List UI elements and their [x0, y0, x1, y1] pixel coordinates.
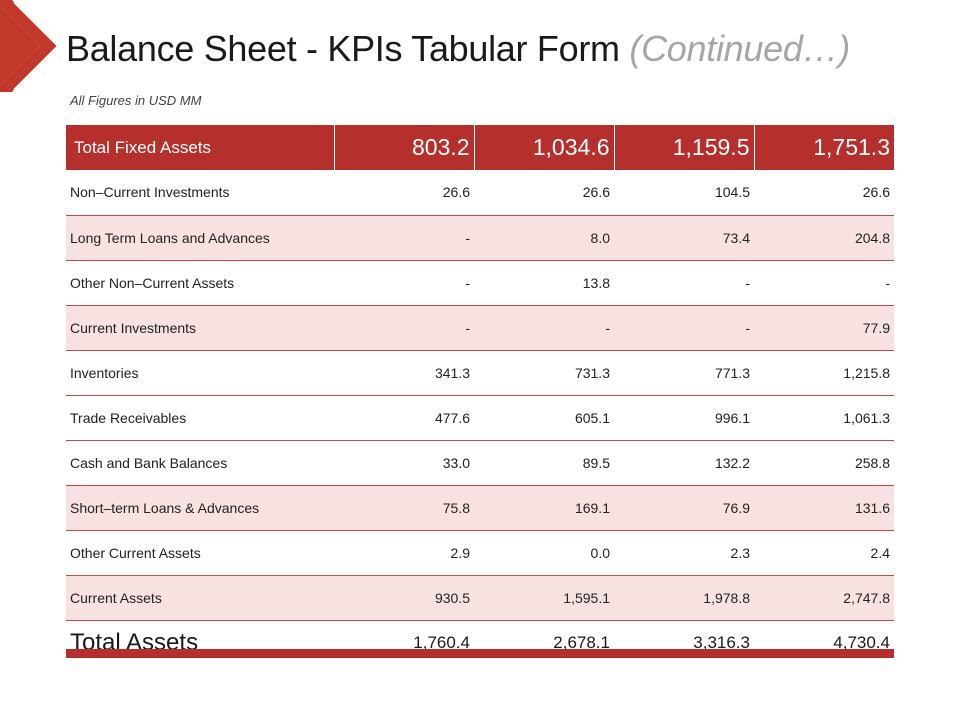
cell-value: 169.1 [474, 485, 614, 531]
cell-value: 131.6 [754, 485, 894, 531]
total-value: 2,678.1 [474, 620, 614, 666]
cell-value: 8.0 [474, 215, 614, 261]
cell-value: - [334, 305, 474, 351]
cell-value: 2.3 [614, 530, 754, 576]
cell-value: 803.2 [333, 125, 474, 170]
cell-value: - [614, 305, 754, 351]
cell-value: 1,215.8 [754, 350, 894, 396]
table-row: Cash and Bank Balances 33.0 89.5 132.2 2… [66, 440, 894, 486]
table-row: Other Non–Current Assets - 13.8 - - [66, 260, 894, 306]
figures-unit-note: All Figures in USD MM [70, 93, 202, 108]
title-main: Balance Sheet - KPIs Tabular Form [66, 28, 630, 69]
table-row: Non–Current Investments 26.6 26.6 104.5 … [66, 170, 894, 216]
total-label: Total Assets [66, 620, 334, 666]
table-row: Current Investments - - - 77.9 [66, 305, 894, 351]
table-total-row: Total Assets 1,760.4 2,678.1 3,316.3 4,7… [66, 620, 894, 666]
cell-value: 104.5 [614, 170, 754, 216]
cell-value: 2.4 [754, 530, 894, 576]
cell-value: 26.6 [474, 170, 614, 216]
row-label: Current Assets [66, 575, 334, 621]
cell-value: 2.9 [334, 530, 474, 576]
row-label: Non–Current Investments [66, 170, 334, 216]
table-row: Short–term Loans & Advances 75.8 169.1 7… [66, 485, 894, 531]
cell-value: 477.6 [334, 395, 474, 441]
cell-value: 33.0 [334, 440, 474, 486]
cell-value: 132.2 [614, 440, 754, 486]
cell-value: 89.5 [474, 440, 614, 486]
row-label: Cash and Bank Balances [66, 440, 334, 486]
cell-value: 77.9 [754, 305, 894, 351]
row-label: Other Non–Current Assets [66, 260, 334, 306]
cell-value: 1,061.3 [754, 395, 894, 441]
cell-value: - [614, 260, 754, 306]
table-header-row: Total Fixed Assets 803.2 1,034.6 1,159.5… [66, 125, 894, 170]
cell-value: 258.8 [754, 440, 894, 486]
cell-value: 75.8 [334, 485, 474, 531]
corner-arrow-decoration [0, 0, 60, 92]
row-label: Inventories [66, 350, 334, 396]
cell-value: 0.0 [474, 530, 614, 576]
cell-value: 13.8 [474, 260, 614, 306]
cell-value: 2,747.8 [754, 575, 894, 621]
balance-sheet-table: Total Fixed Assets 803.2 1,034.6 1,159.5… [66, 125, 894, 666]
cell-value: 771.3 [614, 350, 754, 396]
cell-value: 26.6 [754, 170, 894, 216]
cell-value: 73.4 [614, 215, 754, 261]
cell-value: 1,978.8 [614, 575, 754, 621]
cell-value: - [334, 260, 474, 306]
table-row: Trade Receivables 477.6 605.1 996.1 1,06… [66, 395, 894, 441]
cell-value: 204.8 [754, 215, 894, 261]
cell-value: 731.3 [474, 350, 614, 396]
row-label: Total Fixed Assets [66, 125, 334, 170]
table-row: Long Term Loans and Advances - 8.0 73.4 … [66, 215, 894, 261]
table-row: Inventories 341.3 731.3 771.3 1,215.8 [66, 350, 894, 396]
total-value: 1,760.4 [334, 620, 474, 666]
cell-value: - [334, 215, 474, 261]
cell-value: 605.1 [474, 395, 614, 441]
total-value: 3,316.3 [614, 620, 754, 666]
cell-value: 76.9 [614, 485, 754, 531]
row-label: Current Investments [66, 305, 334, 351]
row-label: Long Term Loans and Advances [66, 215, 334, 261]
cell-value: - [474, 305, 614, 351]
row-label: Trade Receivables [66, 395, 334, 441]
cell-value: 341.3 [334, 350, 474, 396]
cell-value: 996.1 [614, 395, 754, 441]
cell-value: 930.5 [334, 575, 474, 621]
table-row: Other Current Assets 2.9 0.0 2.3 2.4 [66, 530, 894, 576]
table-bottom-bar [66, 649, 894, 658]
cell-value: 1,034.6 [473, 125, 614, 170]
page-title: Balance Sheet - KPIs Tabular Form (Conti… [66, 28, 850, 70]
cell-value: 1,595.1 [474, 575, 614, 621]
cell-value: 1,159.5 [613, 125, 754, 170]
row-label: Short–term Loans & Advances [66, 485, 334, 531]
cell-value: 1,751.3 [753, 125, 894, 170]
row-label: Other Current Assets [66, 530, 334, 576]
total-value: 4,730.4 [754, 620, 894, 666]
cell-value: 26.6 [334, 170, 474, 216]
table-row: Current Assets 930.5 1,595.1 1,978.8 2,7… [66, 575, 894, 621]
cell-value: - [754, 260, 894, 306]
title-continued: (Continued…) [629, 28, 850, 69]
